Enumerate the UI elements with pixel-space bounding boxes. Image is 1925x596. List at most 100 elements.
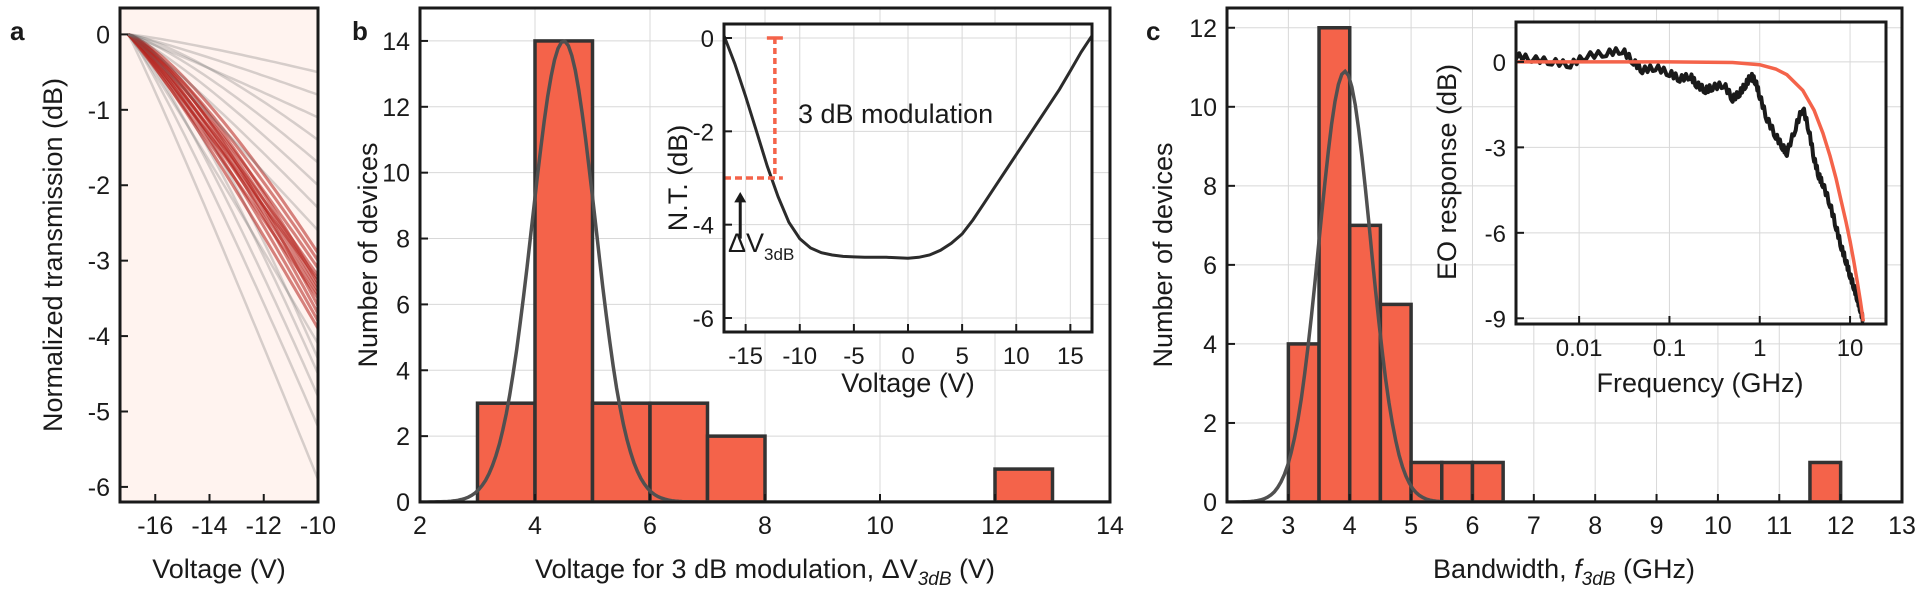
x-tick-label: 0 xyxy=(901,343,914,370)
panel-c-xlabel: Bandwidth, f3dB (GHz) xyxy=(1433,554,1695,590)
y-tick-label: 8 xyxy=(1203,173,1217,201)
x-tick-label: -10 xyxy=(300,512,336,540)
transmission-trace xyxy=(127,33,318,96)
y-tick-label: -9 xyxy=(1485,306,1506,333)
histogram-bar xyxy=(1409,460,1444,502)
histogram-bar xyxy=(1440,460,1475,502)
panel-c-xlabel-italic: f xyxy=(1574,554,1584,584)
panel-letter-b: b xyxy=(352,16,368,46)
y-tick-label: -6 xyxy=(693,306,714,333)
transmission-trace xyxy=(127,33,318,277)
histogram-bar xyxy=(648,401,710,502)
x-tick-label: 7 xyxy=(1527,512,1541,540)
x-tick-label: 5 xyxy=(1404,512,1418,540)
panel-c-xlabel-text: Bandwidth, xyxy=(1433,554,1574,584)
x-tick-label: 9 xyxy=(1650,512,1664,540)
panel-a-frame xyxy=(118,6,320,504)
y-tick-label: 6 xyxy=(1203,252,1217,280)
y-tick-label: -4 xyxy=(693,213,714,240)
transmission-trace xyxy=(127,33,318,142)
y-tick-label: 4 xyxy=(1203,331,1217,359)
panel-a-traces xyxy=(126,32,318,480)
panel-c-xlabel-unit: (GHz) xyxy=(1615,554,1694,584)
x-tick-label: 0.01 xyxy=(1556,335,1603,362)
x-tick-label: -15 xyxy=(728,343,763,370)
panel-letter-c: c xyxy=(1146,16,1160,46)
y-tick-label: 2 xyxy=(1203,410,1217,438)
histogram-bar xyxy=(1378,302,1413,502)
histogram-bar xyxy=(705,434,767,502)
y-tick-label: 8 xyxy=(396,226,410,254)
panel-a-xlabel: Voltage (V) xyxy=(152,554,286,584)
transmission-trace xyxy=(127,33,318,397)
x-tick-label: 3 xyxy=(1281,512,1295,540)
y-tick-label: 6 xyxy=(396,291,410,319)
y-tick-label: -5 xyxy=(88,398,110,426)
panel-b-xlabel-text: Voltage for 3 dB modulation, ΔV xyxy=(535,554,918,584)
x-tick-label: 12 xyxy=(1827,512,1855,540)
delta-arrow-head xyxy=(734,192,747,203)
histogram-bar xyxy=(533,39,595,502)
y-tick-label: -4 xyxy=(88,323,110,351)
panel-c-inset: 0.01 0.1 1 10 0 -3 -6 -9 Frequency (GHz) EO res… xyxy=(1432,20,1888,398)
x-tick-label: 13 xyxy=(1888,512,1916,540)
histogram-bar xyxy=(993,467,1055,502)
transmission-trace xyxy=(127,33,318,209)
panel-b-inset-delta-sub: 3dB xyxy=(764,245,794,264)
transmission-trace xyxy=(127,33,318,164)
panel-b-inset: -15 -10 -5 0 5 10 15 0 -2 -4 -6 Voltage (V) N.T. (… xyxy=(663,22,1094,398)
y-tick-label: -3 xyxy=(88,248,110,276)
y-tick-label: -6 xyxy=(1485,221,1506,248)
x-tick-label: 8 xyxy=(758,512,772,540)
panel-c-bars xyxy=(1286,26,1843,502)
y-tick-label: 12 xyxy=(1189,15,1217,43)
histogram-bar xyxy=(1808,460,1843,502)
y-tick-label: 2 xyxy=(396,423,410,451)
transmission-trace xyxy=(127,33,318,262)
panel-b-inset-ylabel: N.T. (dB) xyxy=(663,125,693,232)
panel-b-inset-annotation-text: 3 dB modulation xyxy=(798,99,993,129)
transmission-trace xyxy=(127,33,318,74)
x-tick-label: -12 xyxy=(246,512,282,540)
y-tick-label: 12 xyxy=(382,94,410,122)
x-tick-label: 4 xyxy=(1343,512,1357,540)
panel-b-xlabel: Voltage for 3 dB modulation, ΔV3dB (V) xyxy=(535,554,995,590)
x-tick-label: 1 xyxy=(1753,335,1766,362)
panel-c-inset-ticks: 0.01 0.1 1 10 0 -3 -6 -9 xyxy=(1485,50,1864,362)
panel-b-inset-delta-text: ΔV xyxy=(728,228,764,258)
panel-b-inset-annotation xyxy=(724,36,783,239)
x-tick-label: -5 xyxy=(843,343,864,370)
y-tick-label: -6 xyxy=(88,474,110,502)
panel-b-inset-ticks: -15 -10 -5 0 5 10 15 0 -2 -4 -6 xyxy=(693,26,1084,370)
y-tick-label: 10 xyxy=(382,160,410,188)
panel-a-ylabel: Normalized transmission (dB) xyxy=(38,78,68,432)
x-tick-label: 11 xyxy=(1766,512,1792,540)
panel-b-inset-curve xyxy=(724,34,1092,260)
y-tick-label: 14 xyxy=(382,28,410,56)
x-tick-label: 8 xyxy=(1588,512,1602,540)
panel-b-inset-xlabel: Voltage (V) xyxy=(841,368,975,398)
panel-b-gaussian-fit xyxy=(420,39,1110,502)
x-tick-label: 15 xyxy=(1057,343,1084,370)
x-tick-label: 6 xyxy=(643,512,657,540)
transmission-trace xyxy=(127,32,318,254)
x-tick-label: 10 xyxy=(866,512,894,540)
panel-a-ticks: -16 -14 -12 -10 0 -1 -2 -3 -4 -5 -6 xyxy=(88,21,336,540)
y-tick-label: 0 xyxy=(1493,50,1506,77)
panel-c-inset-ylabel: EO response (dB) xyxy=(1432,64,1462,280)
panel-c-ylabel: Number of devices xyxy=(1148,142,1178,367)
y-tick-label: -2 xyxy=(88,172,110,200)
panel-c-frame xyxy=(1225,6,1904,504)
transmission-trace xyxy=(127,33,318,345)
x-tick-label: 6 xyxy=(1466,512,1480,540)
x-tick-label: 4 xyxy=(528,512,542,540)
panel-c-inset-frame xyxy=(1514,20,1888,326)
y-tick-label: 10 xyxy=(1189,94,1217,122)
transmission-trace xyxy=(127,33,318,270)
panel-b-inset-delta-label: ΔV3dB xyxy=(728,228,794,264)
